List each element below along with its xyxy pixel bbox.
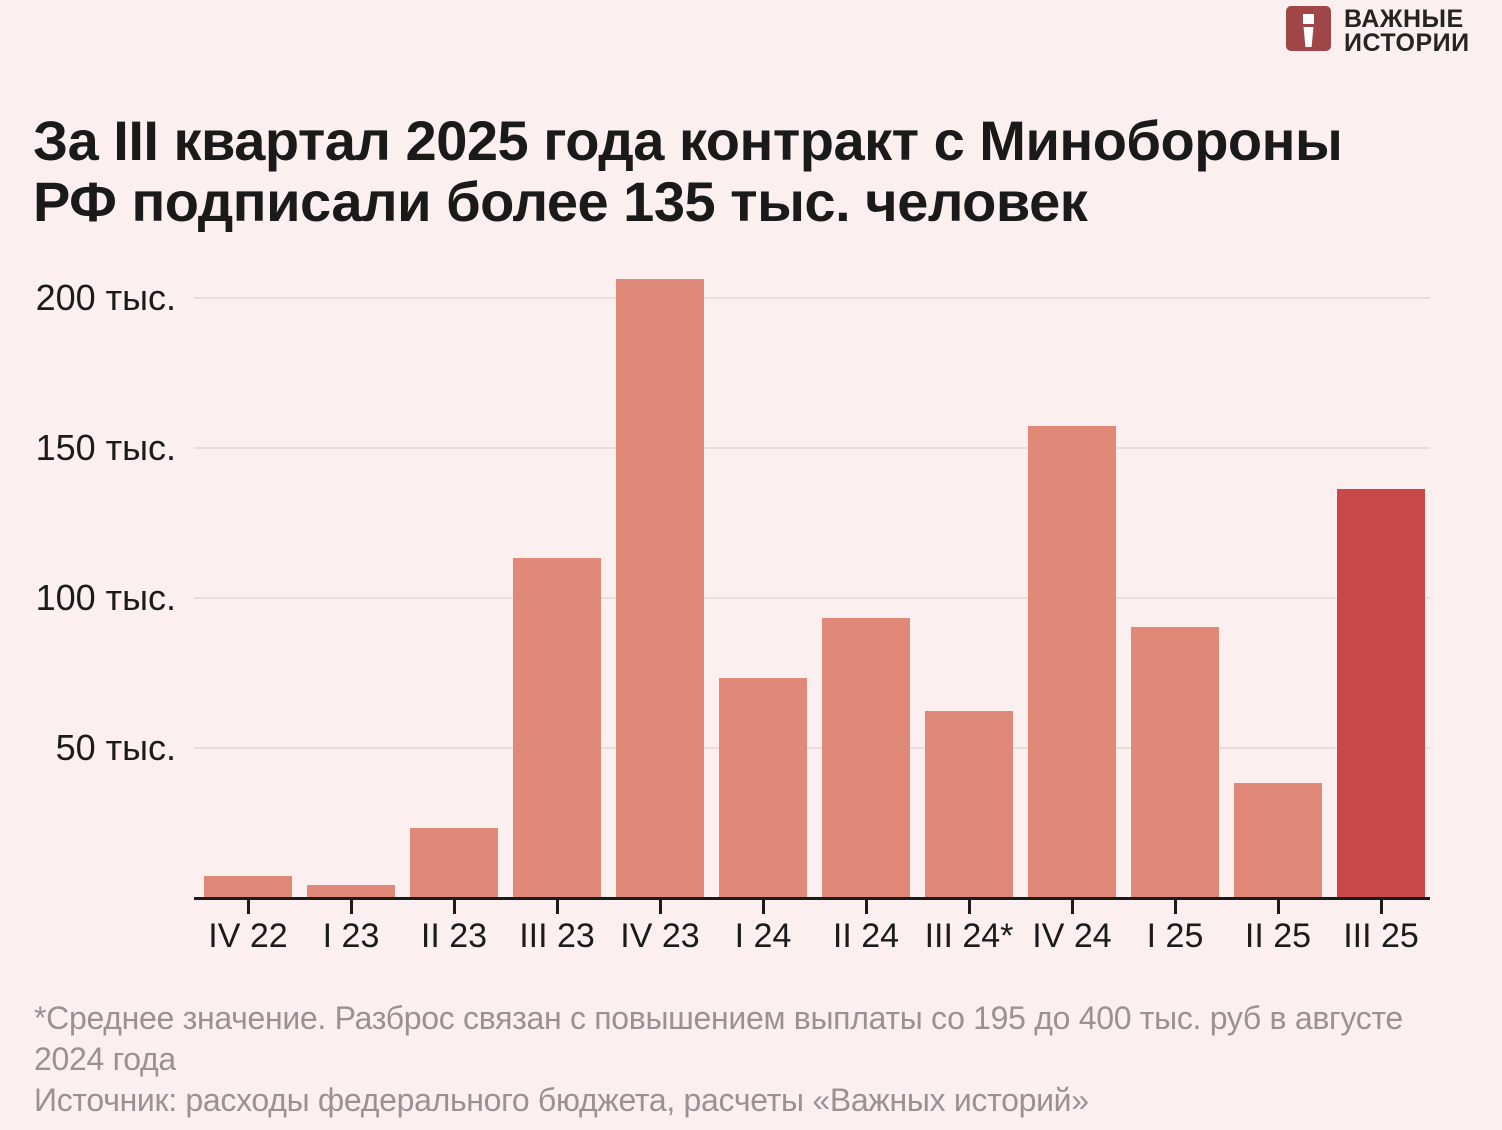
bar-IV-24 — [1028, 426, 1116, 897]
tick-III-24 — [968, 900, 971, 914]
bar-IV-23 — [616, 279, 704, 897]
istories-i-logo-icon — [1286, 6, 1331, 51]
footnote-line-1: *Среднее значение. Разброс связан с повы… — [34, 1000, 1403, 1036]
y-axis-label-150: 150 тыс. — [35, 427, 176, 468]
tick-III-23 — [556, 900, 559, 914]
tick-II-23 — [453, 900, 456, 914]
bar-II-23 — [410, 828, 498, 897]
y-axis-label-100: 100 тыс. — [35, 577, 176, 618]
x-axis-label-III-24: III 24* — [924, 917, 1014, 955]
x-axis-line — [194, 897, 1430, 900]
bar-I-25 — [1131, 627, 1219, 897]
gridline-50 — [194, 747, 1430, 749]
chart-title-line-1: За III квартал 2025 года контракт с Мино… — [33, 108, 1343, 172]
tick-IV-24 — [1071, 900, 1074, 914]
tick-I-24 — [762, 900, 765, 914]
tick-I-23 — [350, 900, 353, 914]
chart-title-line-2: РФ подписали более 135 тыс. человек — [33, 169, 1088, 233]
x-axis-label-IV-24: IV 24 — [1032, 917, 1112, 955]
x-axis-label-I-25: I 25 — [1146, 917, 1204, 955]
bar-II-25 — [1234, 783, 1322, 897]
x-axis-label-III-25: III 25 — [1343, 917, 1419, 955]
tick-II-24 — [865, 900, 868, 914]
gridline-200 — [194, 297, 1430, 299]
tick-I-25 — [1174, 900, 1177, 914]
gridline-100 — [194, 597, 1430, 599]
bar-III-24 — [925, 711, 1013, 897]
gridline-150 — [194, 447, 1430, 449]
logo: ВАЖНЫЕ ИСТОРИИ — [1286, 5, 1470, 57]
bar-III-23 — [513, 558, 601, 897]
logo-wordmark: ВАЖНЫЕ ИСТОРИИ — [1344, 5, 1470, 57]
x-axis-label-I-24: I 24 — [734, 917, 792, 955]
x-axis-label-IV-22: IV 22 — [208, 917, 288, 955]
x-axis-label-II-25: II 25 — [1244, 917, 1312, 955]
bar-I-23 — [307, 885, 395, 897]
logo-word-1: ВАЖНЫЕ — [1344, 5, 1464, 33]
y-axis-label-200: 200 тыс. — [35, 277, 176, 318]
chart-title: За III квартал 2025 года контракт с Мино… — [33, 110, 1473, 232]
tick-IV-22 — [247, 900, 250, 914]
bar-II-24 — [822, 618, 910, 897]
footnote-line-2: 2024 года — [34, 1041, 176, 1077]
x-axis-label-I-23: I 23 — [322, 917, 380, 955]
logo-word-2: ИСТОРИИ — [1344, 29, 1470, 57]
logo-i-dot — [1303, 14, 1314, 24]
bar-IV-22 — [204, 876, 292, 897]
logo-i-stem — [1303, 27, 1314, 47]
source-note: Источник: расходы федерального бюджета, … — [34, 1082, 1089, 1118]
x-axis-label-III-23: III 23 — [519, 917, 595, 955]
tick-IV-23 — [659, 900, 662, 914]
bar-I-24 — [719, 678, 807, 897]
footnote-block: *Среднее значение. Разброс связан с повы… — [34, 998, 1474, 1121]
x-axis-label-IV-23: IV 23 — [620, 917, 700, 955]
tick-II-25 — [1277, 900, 1280, 914]
tick-III-25 — [1380, 900, 1383, 914]
x-axis-label-II-23: II 23 — [420, 917, 488, 955]
x-axis-label-II-24: II 24 — [832, 917, 900, 955]
bar-III-25 — [1337, 489, 1425, 897]
y-axis-label-50: 50 тыс. — [55, 727, 176, 768]
